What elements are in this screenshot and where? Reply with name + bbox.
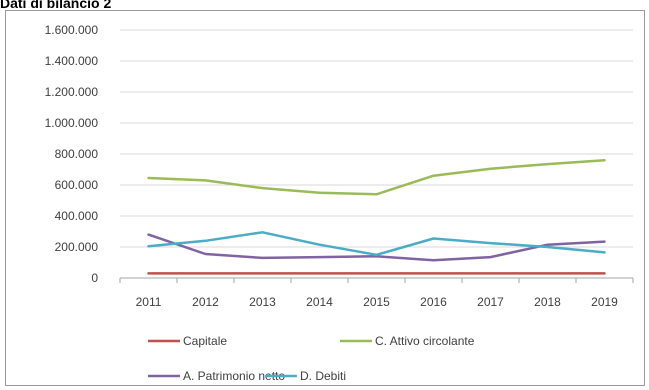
y-tick-label: 800.000 bbox=[55, 147, 99, 161]
legend-label-d-debiti: D. Debiti bbox=[300, 369, 346, 383]
series-line-c-attivo-circolante bbox=[147, 158, 606, 196]
x-tick-label: 2012 bbox=[192, 295, 219, 309]
y-tick-label: 600.000 bbox=[55, 178, 99, 192]
x-tick-label: 2013 bbox=[249, 295, 276, 309]
series-line-a-patrimonio-netto bbox=[147, 233, 606, 262]
series-lines bbox=[147, 158, 606, 275]
chart-area bbox=[5, 10, 645, 386]
series-line-d-debiti bbox=[147, 231, 606, 257]
legend-label-c-attivo-circolante: C. Attivo circolante bbox=[375, 334, 475, 348]
y-tick-label: 1.600.000 bbox=[45, 23, 99, 37]
y-tick-label: 400.000 bbox=[55, 209, 99, 223]
y-tick-label: 200.000 bbox=[55, 240, 99, 254]
x-tick-label: 2014 bbox=[306, 295, 333, 309]
x-tick-label: 2015 bbox=[363, 295, 390, 309]
legend-label-a-patrimonio-netto: A. Patrimonio netto bbox=[183, 369, 285, 383]
axes: 0 200.000 400.000 600.000 800.000 1.000.000 1.… bbox=[45, 23, 634, 309]
chart-title: Dati di bilancio 2 bbox=[0, 0, 112, 11]
legend: Capitale C. Attivo circolante A. Patrimoni… bbox=[148, 334, 475, 383]
y-tick-label: 0 bbox=[91, 271, 98, 285]
x-tick-label: 2019 bbox=[591, 295, 618, 309]
x-tick-label: 2017 bbox=[477, 295, 504, 309]
gridlines bbox=[120, 29, 633, 248]
y-tick-label: 1.400.000 bbox=[45, 54, 99, 68]
legend-label-capitale: Capitale bbox=[183, 334, 227, 348]
x-tick-label: 2018 bbox=[534, 295, 561, 309]
y-tick-label: 1.200.000 bbox=[45, 85, 99, 99]
y-tick-label: 1.000.000 bbox=[45, 116, 99, 130]
x-tick-label: 2016 bbox=[420, 295, 447, 309]
x-tick-label: 2011 bbox=[136, 295, 162, 309]
